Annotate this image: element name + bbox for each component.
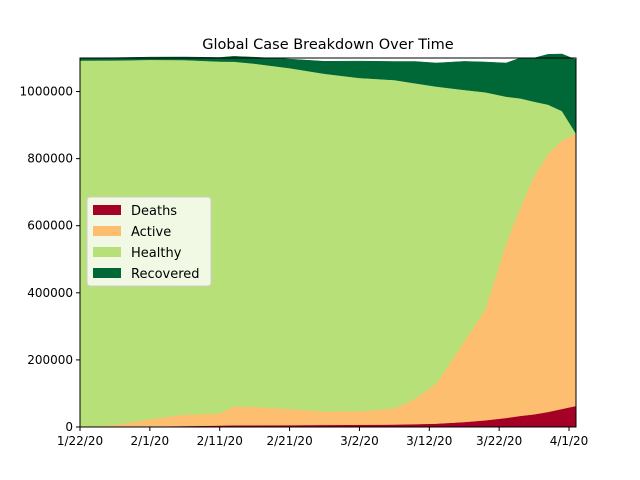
- x-axis: 1/22/20 2/1/20 2/11/20 2/21/20 3/2/20 3/12/20…: [57, 427, 588, 448]
- legend-swatch: [93, 268, 121, 278]
- x-tick-label: 4/1/20: [550, 434, 589, 448]
- legend: Deaths Active Healthy Recovered: [86, 196, 212, 287]
- x-tick-label: 3/22/20: [476, 434, 522, 448]
- legend-box: [86, 196, 212, 287]
- x-tick-label: 3/12/20: [406, 434, 452, 448]
- legend-label: Active: [131, 225, 171, 240]
- plot-frame: [79, 57, 577, 428]
- legend-label: Recovered: [131, 267, 200, 282]
- legend-swatch: [93, 226, 121, 236]
- chart-title: Global Case Breakdown Over Time: [202, 37, 454, 53]
- x-tick-label: 2/1/20: [131, 434, 170, 448]
- legend-swatch: [93, 205, 121, 215]
- y-tick-label: 400000: [27, 286, 73, 300]
- y-tick-label: 0: [65, 420, 73, 434]
- y-tick-label: 200000: [27, 353, 73, 367]
- legend-label: Deaths: [131, 204, 177, 219]
- x-tick-label: 2/21/20: [266, 434, 312, 448]
- y-axis: 0 200000 400000 600000 800000 1000000: [20, 85, 80, 434]
- x-tick-label: 2/11/20: [197, 434, 243, 448]
- x-tick-label: 3/2/20: [340, 434, 379, 448]
- legend-label: Healthy: [131, 246, 182, 261]
- x-tick-label: 1/22/20: [57, 434, 103, 448]
- legend-swatch: [93, 247, 121, 257]
- y-tick-label: 1000000: [20, 85, 73, 99]
- y-tick-label: 600000: [27, 219, 73, 233]
- y-tick-label: 800000: [27, 152, 73, 166]
- areas-layer: [79, 53, 577, 428]
